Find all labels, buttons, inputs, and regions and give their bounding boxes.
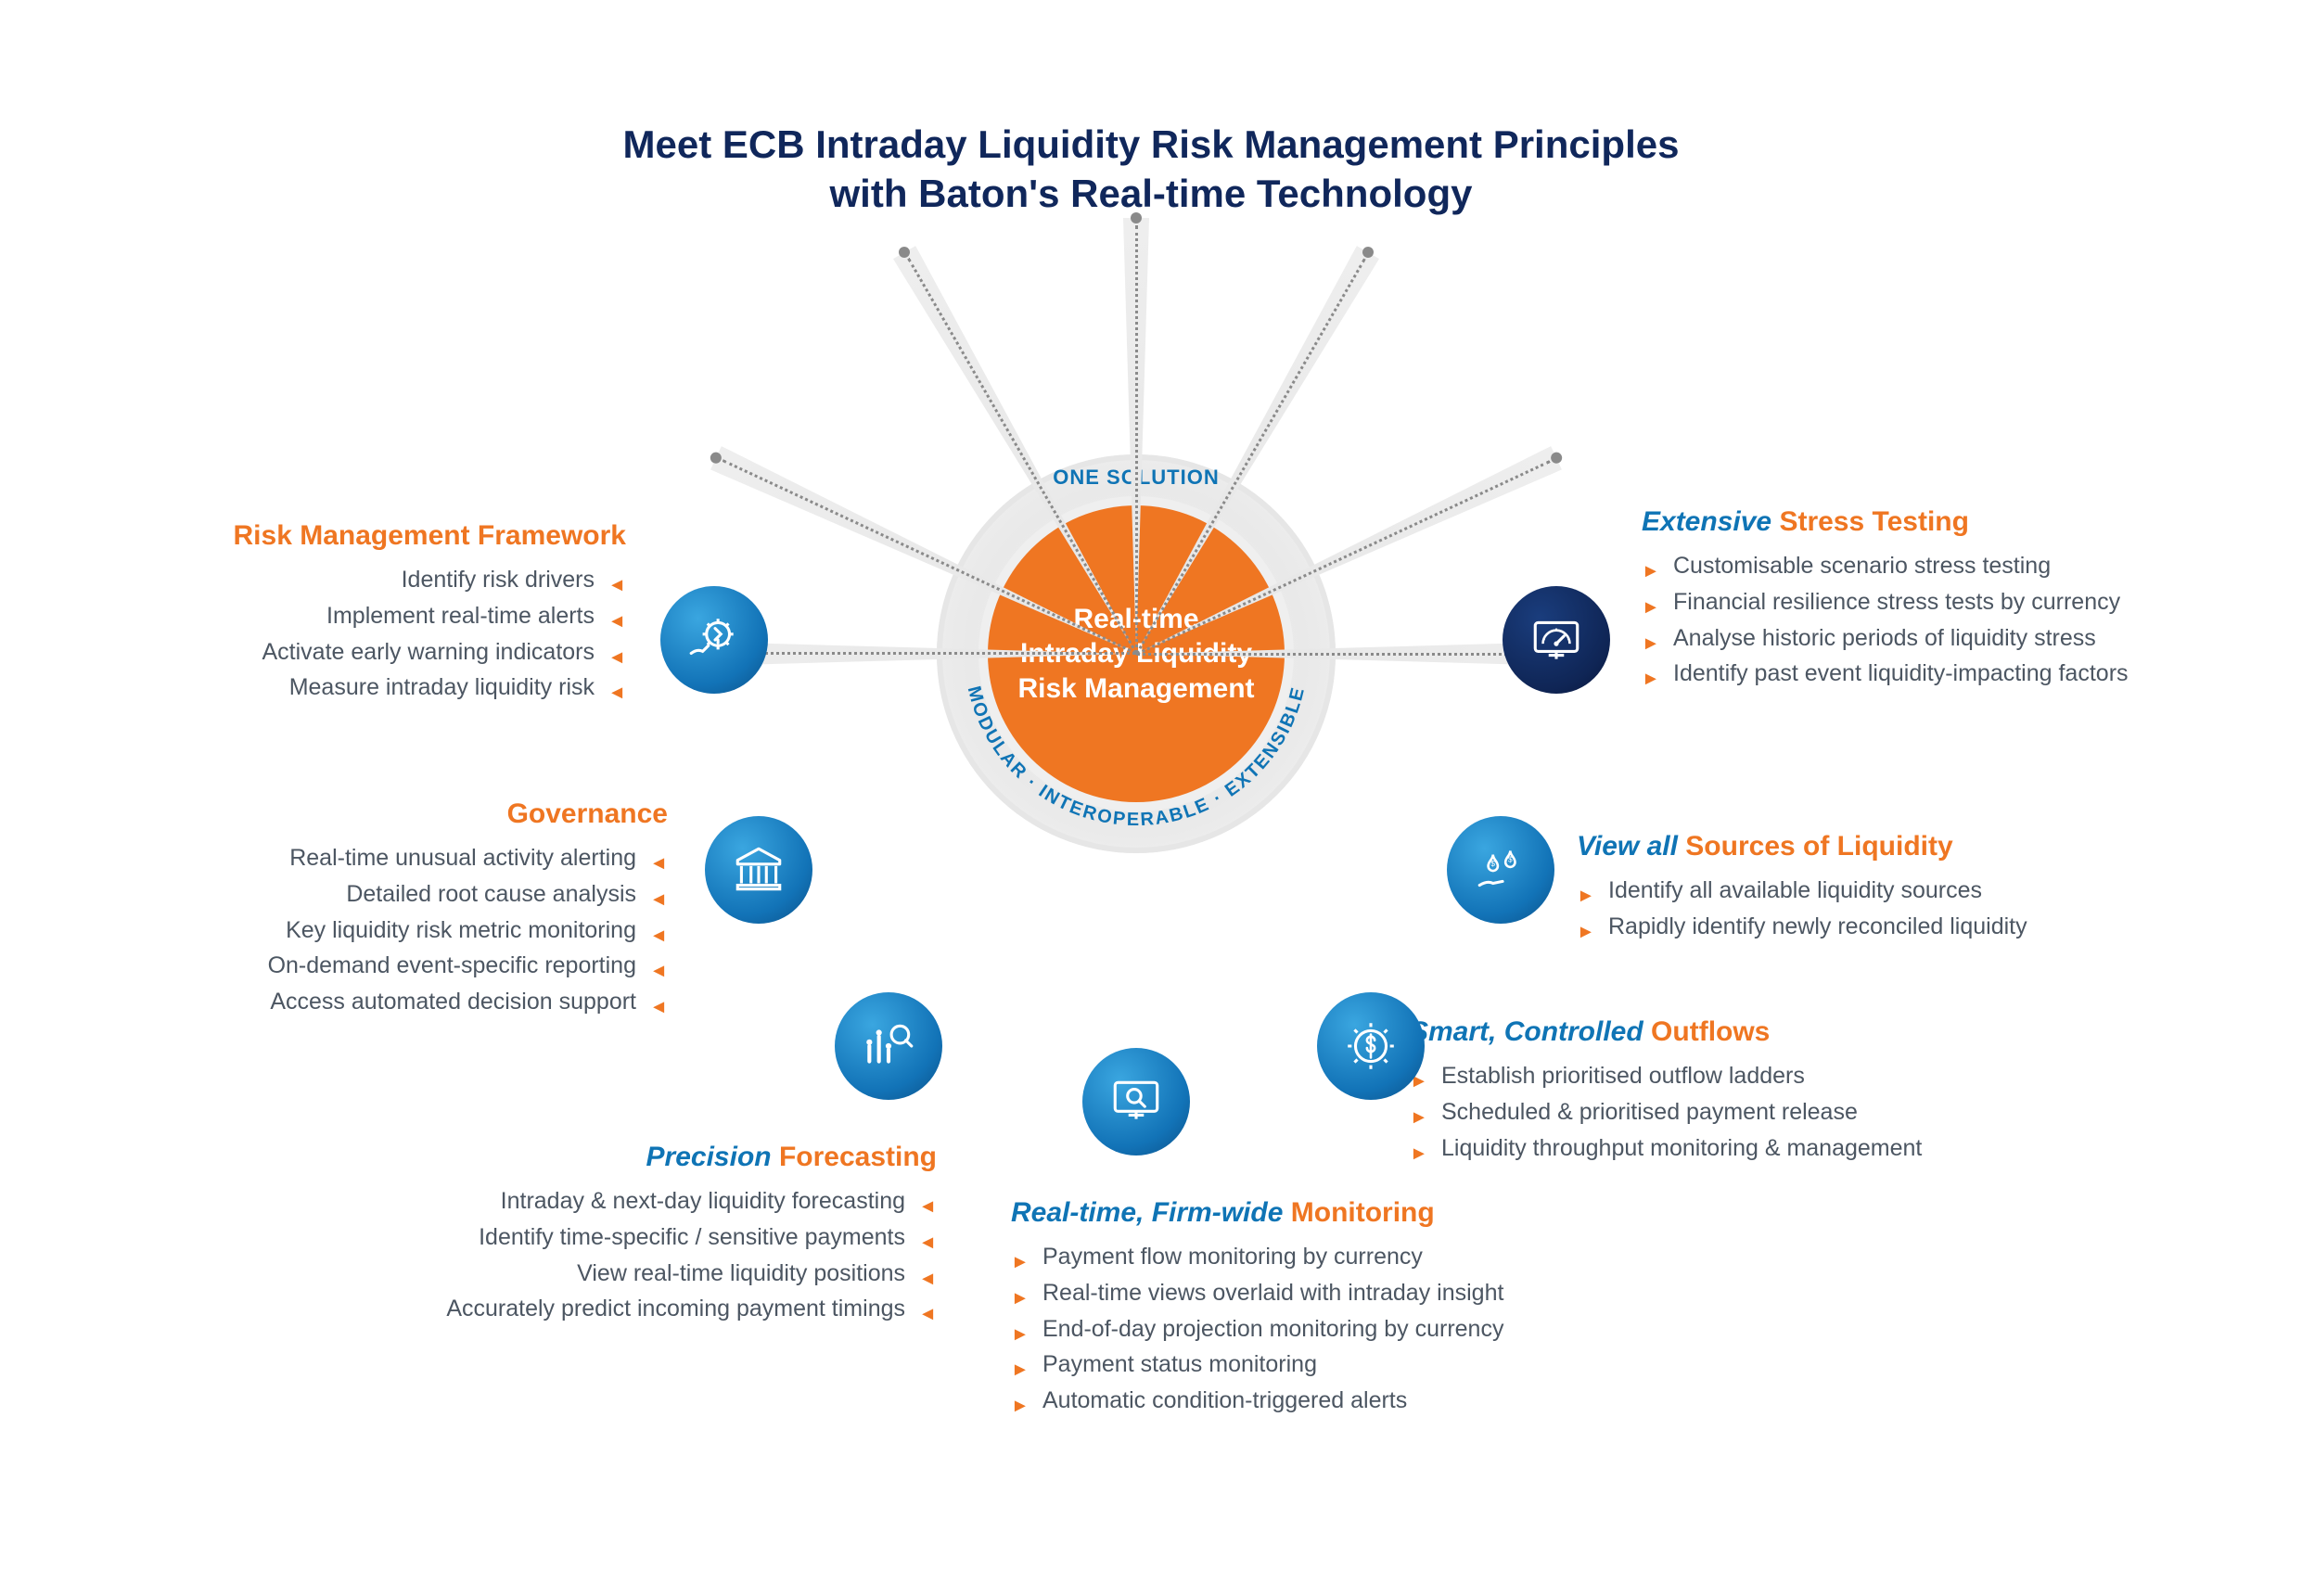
title-line-2: with Baton's Real-time Technology [0, 170, 2302, 219]
node-sources [1447, 816, 1554, 924]
list-item: ►Payment status monitoring [1011, 1347, 1753, 1383]
list-item: ►Identify past event liquidity-impacting… [1642, 656, 2235, 692]
bank-icon [730, 841, 787, 899]
screen-search-icon [1107, 1073, 1165, 1130]
list-item: ►Rapidly identify newly reconciled liqui… [1577, 909, 2244, 945]
list-item: View real-time liquidity positions◄ [213, 1256, 937, 1292]
group-title-risk: Risk Management Framework [134, 519, 626, 553]
group-risk: Risk Management Framework Identify risk d… [134, 519, 626, 706]
group-stress: Extensive Stress Testing ►Customisable sc… [1642, 505, 2235, 692]
node-outflows [1317, 992, 1425, 1100]
group-title-stress: Extensive Stress Testing [1642, 505, 2235, 539]
list-item: On-demand event-specific reporting◄ [65, 948, 668, 984]
list-item: ►Analyse historic periods of liquidity s… [1642, 620, 2235, 657]
list-item: Accurately predict incoming payment timi… [213, 1291, 937, 1327]
list-item: ►Payment flow monitoring by currency [1011, 1239, 1753, 1275]
node-precision [835, 992, 942, 1100]
list-item: ►Establish prioritised outflow ladders [1410, 1058, 2170, 1094]
group-title-governance: Governance [65, 798, 668, 831]
title-line-1: Meet ECB Intraday Liquidity Risk Managem… [0, 121, 2302, 170]
list-item: Detailed root cause analysis◄ [65, 876, 668, 913]
group-sources: View all Sources of Liquidity ►Identify a… [1577, 830, 2244, 945]
node-monitoring [1082, 1048, 1190, 1156]
list-item: Identify risk drivers◄ [134, 562, 626, 598]
risk-gear-icon [685, 611, 743, 669]
page-title: Meet ECB Intraday Liquidity Risk Managem… [0, 121, 2302, 218]
drops-hand-icon [1472, 841, 1529, 899]
list-item: Activate early warning indicators◄ [134, 634, 626, 670]
list-item: ►End-of-day projection monitoring by cur… [1011, 1311, 1753, 1347]
list-item: ►Identify all available liquidity source… [1577, 873, 2244, 909]
list-item: ►Scheduled & prioritised payment release [1410, 1094, 2170, 1130]
bars-search-icon [860, 1017, 917, 1075]
group-list: Intraday & next-day liquidity forecastin… [213, 1183, 937, 1327]
group-list: ►Identify all available liquidity source… [1577, 873, 2244, 945]
group-list: ►Customisable scenario stress testing►Fi… [1642, 548, 2235, 692]
group-governance: Governance Real-time unusual activity ale… [65, 798, 668, 1020]
group-title-monitoring: Real-time, Firm-wide Monitoring [1011, 1196, 1753, 1230]
group-list: ►Establish prioritised outflow ladders►S… [1410, 1058, 2170, 1166]
group-list: ►Payment flow monitoring by currency►Rea… [1011, 1239, 1753, 1419]
list-item: ►Liquidity throughput monitoring & manag… [1410, 1130, 2170, 1167]
list-item: Measure intraday liquidity risk◄ [134, 670, 626, 706]
group-title-precision: Precision Forecasting [213, 1141, 937, 1174]
group-title-outflows: Smart, Controlled Outflows [1410, 1015, 2170, 1049]
list-item: Real-time unusual activity alerting◄ [65, 840, 668, 876]
list-item: Intraday & next-day liquidity forecastin… [213, 1183, 937, 1219]
list-item: Identify time-specific / sensitive payme… [213, 1219, 937, 1256]
group-list: Identify risk drivers◄Implement real-tim… [134, 562, 626, 706]
list-item: ►Automatic condition-triggered alerts [1011, 1383, 1753, 1419]
list-item: Key liquidity risk metric monitoring◄ [65, 913, 668, 949]
node-risk [660, 586, 768, 694]
group-precision: Precision Forecasting Intraday & next-day… [213, 1141, 937, 1327]
node-governance [705, 816, 812, 924]
dollar-gear-icon [1342, 1017, 1400, 1075]
list-item: ►Customisable scenario stress testing [1642, 548, 2235, 584]
list-item: Implement real-time alerts◄ [134, 598, 626, 634]
spoke [1123, 218, 1149, 654]
gauge-screen-icon [1528, 611, 1585, 669]
group-monitoring: Real-time, Firm-wide Monitoring ►Payment … [1011, 1196, 1753, 1419]
group-title-sources: View all Sources of Liquidity [1577, 830, 2244, 863]
group-outflows: Smart, Controlled Outflows ►Establish pri… [1410, 1015, 2170, 1166]
node-stress [1503, 586, 1610, 694]
list-item: Access automated decision support◄ [65, 984, 668, 1020]
list-item: ►Real-time views overlaid with intraday … [1011, 1275, 1753, 1311]
group-list: Real-time unusual activity alerting◄Deta… [65, 840, 668, 1020]
list-item: ►Financial resilience stress tests by cu… [1642, 584, 2235, 620]
